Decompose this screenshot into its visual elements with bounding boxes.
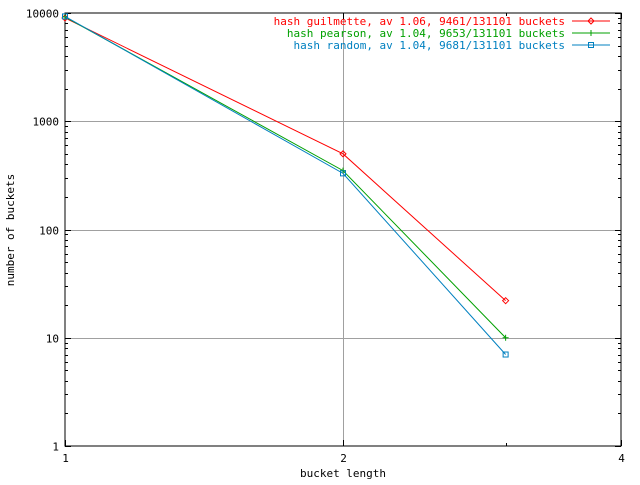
y-axis-label: number of buckets <box>4 174 17 287</box>
diamond-marker <box>587 17 595 25</box>
plus-marker <box>502 334 509 341</box>
series-0 <box>61 14 510 305</box>
square-marker <box>502 351 509 358</box>
x-tick-label: 1 <box>62 452 69 465</box>
series-line <box>64 15 506 355</box>
series-line <box>64 17 506 302</box>
legend-label: hash random, av 1.04, 9681/131101 bucket… <box>293 39 565 52</box>
series-1 <box>62 13 509 341</box>
series-line <box>64 16 506 339</box>
y-tick-label: 10 <box>46 333 59 346</box>
plus-marker <box>588 30 594 36</box>
grid <box>65 13 621 446</box>
y-tick-label: 100 <box>39 225 59 238</box>
diamond-marker <box>501 296 510 305</box>
square-marker <box>588 42 594 48</box>
x-tick-label: 4 <box>618 452 625 465</box>
x-axis-label: bucket length <box>300 467 386 480</box>
y-tick-label: 1 <box>52 441 59 454</box>
square-marker <box>62 13 68 20</box>
axis-ticks: 1 10 100 1000 10000 1 2 4 <box>26 8 625 466</box>
square-marker <box>340 170 346 177</box>
legend-label: hash pearson, av 1.04, 9653/131101 bucke… <box>287 27 565 40</box>
series-group <box>61 13 510 358</box>
legend-label: hash guilmette, av 1.06, 9461/131101 buc… <box>274 15 565 28</box>
legend: hash guilmette, av 1.06, 9461/131101 buc… <box>274 15 610 52</box>
y-tick-label: 1000 <box>33 116 60 129</box>
x-tick-label: 2 <box>340 452 347 465</box>
y-tick-label: 10000 <box>26 8 59 21</box>
diamond-marker <box>339 150 347 158</box>
series-2 <box>62 13 509 358</box>
